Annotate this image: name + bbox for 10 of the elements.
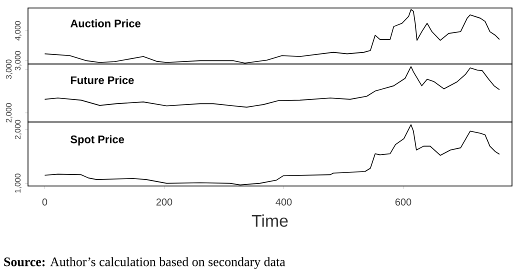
- x-tick-label: 200: [156, 198, 172, 206]
- text: Auction Price: [70, 19, 140, 28]
- x-axis-title: Time: [252, 214, 288, 227]
- text: Spot Price: [70, 135, 124, 146]
- x-tick-label: 600: [395, 198, 412, 206]
- text: Future Price: [70, 76, 134, 84]
- x-tick-label: 400: [276, 198, 292, 206]
- line-series: [44, 66, 500, 108]
- text: Source: Author’s calculation based on secondary data: [4, 257, 286, 269]
- x-tick-label: 0: [42, 198, 48, 206]
